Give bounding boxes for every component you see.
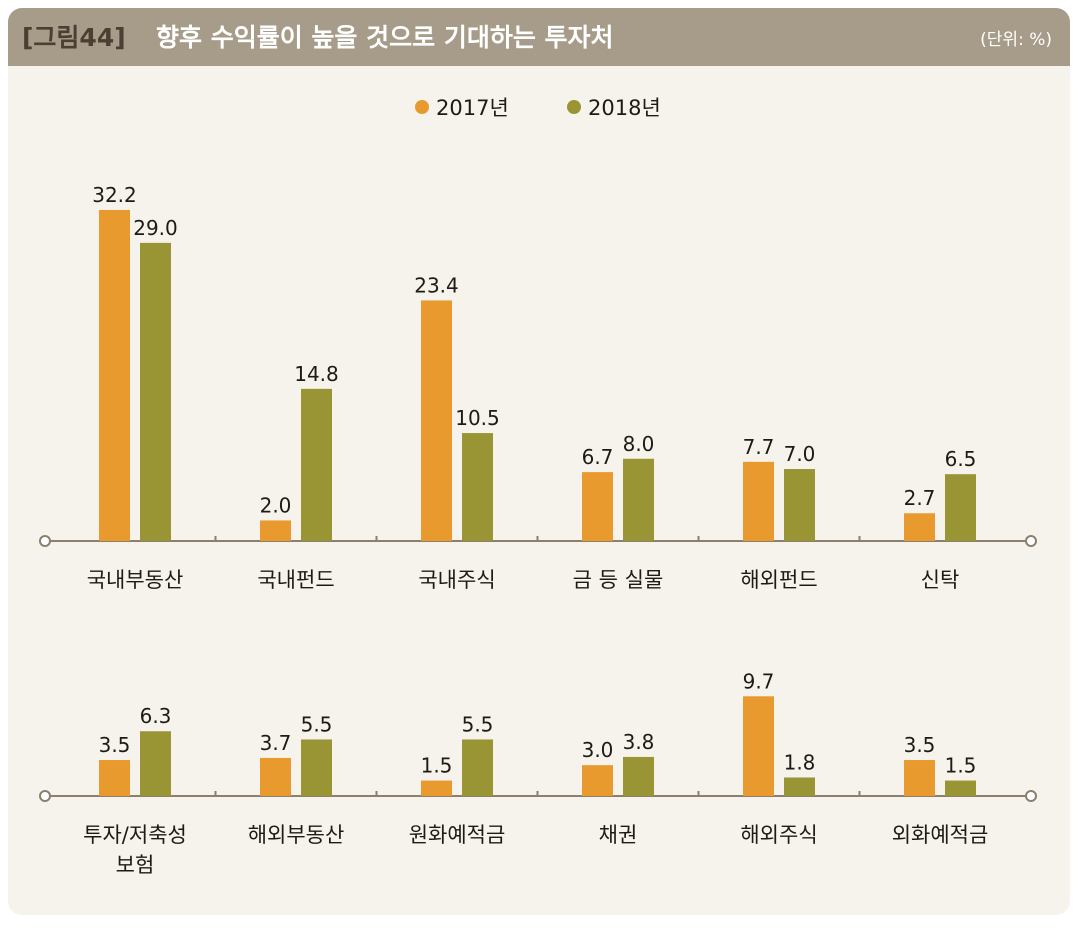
data-label-0-2-1: 10.5 <box>455 406 500 430</box>
data-label-1-3-0: 3.0 <box>582 738 614 762</box>
legend-label-1: 2018년 <box>588 96 661 120</box>
bar-0-1-0 <box>260 520 291 541</box>
data-label-0-4-1: 7.0 <box>784 442 816 466</box>
category-label-1-4: 해외주식 <box>740 823 817 847</box>
data-label-1-2-0: 1.5 <box>421 754 453 778</box>
legend-label-0: 2017년 <box>436 96 509 120</box>
legend-marker-1 <box>567 100 581 114</box>
bar-1-5-1 <box>945 780 976 796</box>
bar-1-4-1 <box>784 777 815 796</box>
data-label-1-5-0: 3.5 <box>904 733 936 757</box>
data-label-0-3-1: 8.0 <box>623 432 655 456</box>
bar-0-4-1 <box>784 469 815 541</box>
data-label-0-0-1: 29.0 <box>133 216 178 240</box>
category-label-1-1: 해외부동산 <box>248 823 345 847</box>
data-label-0-2-0: 23.4 <box>414 273 459 297</box>
data-label-1-2-1: 5.5 <box>462 712 494 736</box>
category-label-0-1: 국내펀드 <box>257 568 334 592</box>
axis-end-right-1 <box>1025 790 1037 802</box>
bar-0-5-0 <box>904 513 935 541</box>
chart-frame: [그림44] 향후 수익률이 높을 것으로 기대하는 투자처 (단위: %) <box>8 8 1070 915</box>
axis-end-left-1 <box>39 790 51 802</box>
category-label-0-0: 국내부동산 <box>87 568 184 592</box>
category-label-0-5: 신탁 <box>921 568 960 592</box>
figure-label: [그림44] <box>22 23 126 52</box>
bar-1-3-1 <box>623 756 654 796</box>
axis-end-left-0 <box>39 535 51 547</box>
bar-1-0-0 <box>99 760 130 796</box>
data-label-0-3-0: 6.7 <box>582 445 614 469</box>
data-label-1-0-1: 6.3 <box>140 704 172 728</box>
bar-1-4-0 <box>743 696 774 796</box>
data-label-1-3-1: 3.8 <box>623 730 655 754</box>
legend-marker-0 <box>415 100 429 114</box>
data-label-0-1-0: 2.0 <box>260 493 292 517</box>
data-label-1-5-1: 1.5 <box>945 754 977 778</box>
data-label-0-5-1: 6.5 <box>945 447 977 471</box>
unit-label: (단위: %) <box>980 30 1052 50</box>
category-label-0-3: 금 등 실물 <box>573 568 664 592</box>
bar-0-3-1 <box>623 458 654 541</box>
category-label-1-3: 채권 <box>599 823 638 847</box>
data-label-0-0-0: 32.2 <box>92 183 137 207</box>
data-label-1-1-1: 5.5 <box>301 712 333 736</box>
bar-1-2-1 <box>462 739 493 796</box>
category-label-0-2: 국내주식 <box>418 568 495 592</box>
category-label-1-0-1: 보험 <box>116 853 155 877</box>
bar-0-1-1 <box>301 388 332 541</box>
bar-0-0-1 <box>140 242 171 541</box>
bar-1-1-1 <box>301 739 332 796</box>
data-label-1-4-1: 1.8 <box>784 750 816 774</box>
bar-0-3-0 <box>582 472 613 541</box>
axis-end-right-0 <box>1025 535 1037 547</box>
bar-0-0-0 <box>99 209 130 541</box>
category-label-1-0-0: 투자/저축성 <box>83 823 187 847</box>
bar-1-2-0 <box>421 780 452 796</box>
bar-0-2-0 <box>421 300 452 541</box>
bar-0-5-1 <box>945 474 976 541</box>
bar-0-2-1 <box>462 433 493 541</box>
data-label-1-4-0: 9.7 <box>743 669 775 693</box>
category-label-1-5: 외화예적금 <box>892 823 989 847</box>
data-label-1-0-0: 3.5 <box>99 733 131 757</box>
data-label-1-1-0: 3.7 <box>260 731 292 755</box>
data-label-0-5-0: 2.7 <box>904 486 936 510</box>
data-label-0-4-0: 7.7 <box>743 435 775 459</box>
bar-1-3-0 <box>582 765 613 796</box>
chart-title: 향후 수익률이 높을 것으로 기대하는 투자처 <box>156 23 614 52</box>
category-label-0-4: 해외펀드 <box>740 568 817 592</box>
bar-1-0-1 <box>140 731 171 796</box>
category-label-1-2: 원화예적금 <box>409 823 506 847</box>
bar-1-5-0 <box>904 760 935 796</box>
data-label-0-1-1: 14.8 <box>294 362 339 386</box>
bar-1-1-0 <box>260 757 291 796</box>
chart-header: [그림44] 향후 수익률이 높을 것으로 기대하는 투자처 (단위: %) <box>8 8 1070 66</box>
bar-0-4-0 <box>743 461 774 541</box>
